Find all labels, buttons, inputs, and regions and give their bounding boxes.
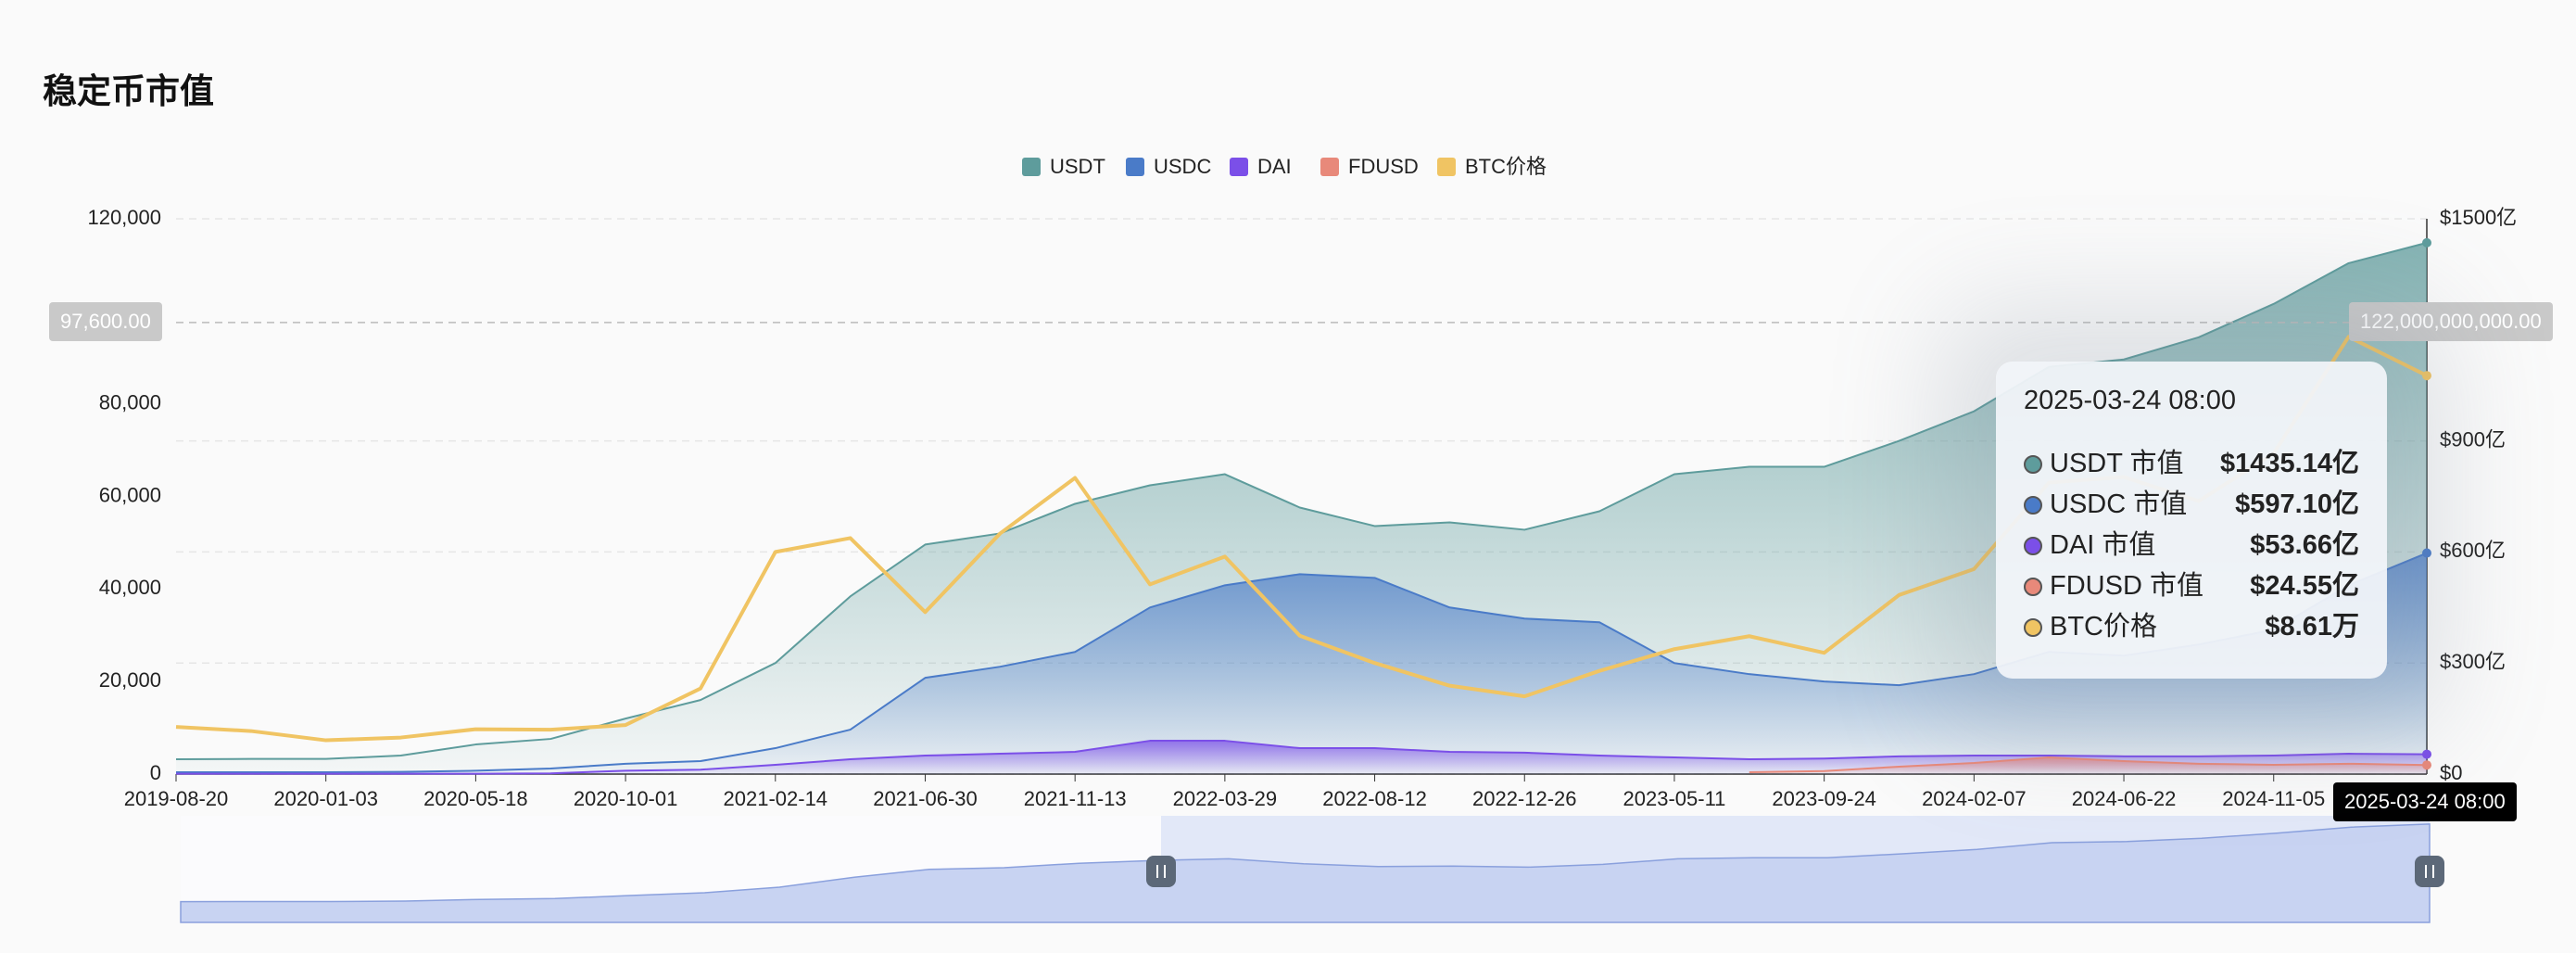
x-tick-label: 2024-11-05 [2222, 787, 2325, 810]
x-tick-label: 2024-06-22 [2072, 787, 2177, 810]
x-tick-label: 2022-03-29 [1173, 787, 1278, 810]
area-line [1749, 756, 2428, 774]
legend-label: BTC价格 [1465, 155, 1547, 178]
tooltip-marker [2024, 455, 2042, 475]
x-tick-label: 2021-11-13 [1024, 787, 1127, 810]
y-tick-label: 20,000 [99, 668, 161, 692]
area-fill [1749, 757, 2427, 774]
tooltip-series: USDC 市值 [2024, 482, 2187, 521]
y-tick-label: 0 [150, 761, 161, 784]
slider-preview [180, 823, 2431, 923]
legend-label: DAI [1257, 155, 1292, 178]
x-tick-label: 2020-10-01 [574, 787, 678, 810]
tooltip-name: BTC价格 [2050, 612, 2158, 642]
tooltip-value: $53.66亿 [2250, 530, 2359, 560]
x-tick-label: 2022-12-26 [1472, 787, 1577, 810]
x-tick-label: 2024-02-07 [1922, 787, 2027, 810]
tooltip-value: $1435.14亿 [2220, 449, 2359, 478]
legend-label: FDUSD [1348, 155, 1419, 178]
crosshair-y-label: 97,600.00 [49, 302, 162, 341]
slider-handle[interactable] [1146, 856, 1176, 887]
area-fill [176, 553, 2427, 774]
tooltip-row: BTC价格 $8.61万 [2024, 604, 2359, 644]
tooltip-name: FDUSD 市值 [2050, 571, 2203, 601]
y2-tick-label: $600亿 [2440, 539, 2506, 562]
tooltip-series: USDT 市值 [2024, 441, 2183, 480]
tooltip-series: DAI 市值 [2024, 523, 2155, 562]
tooltip-series: BTC价格 [2024, 604, 2157, 643]
y2-tick-label: $0 [2440, 761, 2462, 784]
y-tick-label: 80,000 [99, 390, 161, 413]
x-tick-label: 2023-09-24 [1772, 787, 1876, 810]
legend-swatch [1022, 158, 1041, 176]
end-dot [2422, 548, 2431, 558]
tooltip-rows: USDT 市值 $1435.14亿 USDC 市值 $597.10亿 DAI 市值 $53… [2024, 440, 2359, 644]
x-tick-label: 2020-05-18 [423, 787, 528, 810]
end-dot [2422, 371, 2431, 381]
y2-tick-label: $1500亿 [2440, 206, 2517, 229]
tooltip-value: $8.61万 [2265, 612, 2359, 642]
y2-tick-label: $300亿 [2440, 650, 2506, 673]
x-tick-label: 2023-05-11 [1623, 787, 1726, 810]
tooltip-marker [2024, 537, 2042, 556]
legend-swatch [1437, 158, 1456, 176]
tooltip-row: FDUSD 市值 $24.55亿 [2024, 563, 2359, 604]
tooltip-row: USDT 市值 $1435.14亿 [2024, 440, 2359, 481]
tooltip: 2025-03-24 08:00 USDT 市值 $1435.14亿 USDC 市值… [1996, 362, 2387, 679]
crosshair-x-label: 2025-03-24 08:00 [2333, 782, 2517, 821]
crosshair-y2-label: 122,000,000,000.00 [2349, 302, 2553, 341]
end-dot [2422, 749, 2431, 759]
y2-tick-label: $900亿 [2440, 427, 2506, 451]
x-tick-label: 2021-02-14 [724, 787, 828, 810]
tooltip-name: DAI 市值 [2050, 530, 2156, 560]
legend-swatch [1320, 158, 1339, 176]
tooltip-marker [2024, 496, 2042, 515]
end-dot [2422, 237, 2431, 248]
x-tick-label: 2019-08-20 [124, 787, 229, 810]
legend-swatch [1126, 158, 1144, 176]
area-line [176, 740, 2428, 775]
x-tick-label: 2021-06-30 [873, 787, 978, 810]
legend-label: USDC [1154, 155, 1211, 178]
page-title: 稳定币市值 [43, 72, 214, 110]
tooltip-value: $24.55亿 [2250, 571, 2359, 601]
legend-swatch [1230, 158, 1248, 176]
tooltip-row: USDC 市值 $597.10亿 [2024, 481, 2359, 522]
end-dot [2422, 760, 2431, 770]
tooltip-value: $597.10亿 [2235, 489, 2359, 519]
tooltip-row: DAI 市值 $53.66亿 [2024, 522, 2359, 563]
legend-label: USDT [1050, 155, 1105, 178]
y-tick-label: 120,000 [87, 206, 161, 229]
tooltip-title: 2025-03-24 08:00 [2024, 386, 2236, 415]
slider-handle[interactable] [2415, 856, 2444, 887]
tooltip-marker [2024, 618, 2042, 638]
x-tick-label: 2020-01-03 [273, 787, 378, 810]
y-tick-label: 40,000 [99, 576, 161, 599]
tooltip-name: USDC 市值 [2050, 489, 2188, 519]
tooltip-name: USDT 市值 [2050, 449, 2184, 478]
area-fill [176, 741, 2427, 774]
tooltip-series: FDUSD 市值 [2024, 564, 2203, 603]
y-tick-label: 60,000 [99, 483, 161, 506]
tooltip-marker [2024, 578, 2042, 597]
x-tick-label: 2022-08-12 [1322, 787, 1427, 810]
